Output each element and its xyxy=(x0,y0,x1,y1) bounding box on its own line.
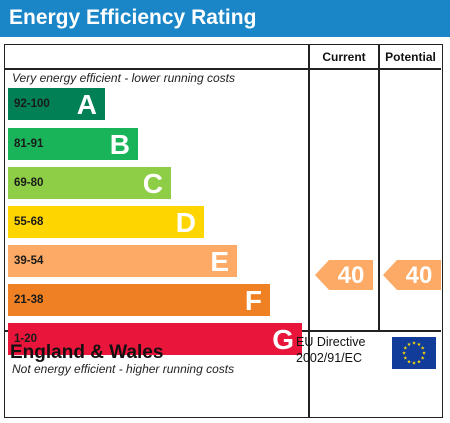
current-column-header: Current xyxy=(322,49,366,64)
badge-arrow-shape xyxy=(383,260,441,290)
potential-rating-badge: 40 xyxy=(383,260,441,290)
band-c: 69-80 C xyxy=(8,167,171,199)
band-f: 21-38 F xyxy=(8,284,270,316)
current-rating-badge: 40 xyxy=(315,260,373,290)
band-range: 21-38 xyxy=(14,294,44,306)
flag-star xyxy=(403,346,408,350)
band-letter: D xyxy=(175,207,196,238)
badge-arrow-shape xyxy=(315,260,373,290)
flag-star xyxy=(407,342,411,346)
directive-label: EU Directive 2002/91/EC xyxy=(296,334,390,366)
band-letter: E xyxy=(210,246,229,277)
potential-rating-value: 40 xyxy=(405,262,433,289)
page-title: Energy Efficiency Rating xyxy=(9,6,257,29)
flag-star xyxy=(417,342,421,346)
band-letter: F xyxy=(244,285,262,316)
band-range: 69-80 xyxy=(14,177,44,189)
potential-column-header: Potential xyxy=(385,49,436,64)
band-letter: B xyxy=(109,129,130,160)
band-b: 81-91 B xyxy=(8,128,138,160)
band-range: 81-91 xyxy=(14,138,44,150)
band-g: 1-20 G xyxy=(8,323,302,355)
bottom-caption: Not energy efficient - higher running co… xyxy=(12,362,235,376)
top-caption: Very energy efficient - lower running co… xyxy=(12,71,235,85)
flag-star xyxy=(402,351,406,355)
flag-star xyxy=(407,359,411,364)
header-divider xyxy=(5,68,441,70)
rating-table: Current Potential Very energy efficient … xyxy=(4,44,443,418)
band-a: 92-100 A xyxy=(8,88,105,120)
flag-star xyxy=(422,351,426,355)
band-d: 55-68 D xyxy=(8,206,204,238)
band-e: 39-54 E xyxy=(8,245,237,277)
flag-star xyxy=(420,346,425,350)
flag-star xyxy=(412,361,416,365)
column-divider xyxy=(308,45,310,417)
flag-star xyxy=(417,359,421,364)
band-range: 39-54 xyxy=(14,255,44,267)
flag-star xyxy=(412,341,416,345)
band-letter: C xyxy=(142,168,163,199)
flag-star xyxy=(403,356,408,360)
column-divider xyxy=(378,45,380,330)
region-label: England & Wales xyxy=(10,342,164,363)
eu-flag-icon xyxy=(392,337,436,369)
band-range: 92-100 xyxy=(14,98,50,110)
directive-line-1: EU Directive xyxy=(296,335,366,349)
band-range: 55-68 xyxy=(14,216,44,228)
header-bar: Energy Efficiency Rating xyxy=(0,0,450,37)
current-rating-value: 40 xyxy=(337,262,365,289)
directive-line-2: 2002/91/EC xyxy=(296,351,363,365)
flag-star xyxy=(420,356,425,360)
band-letter: G xyxy=(272,324,294,355)
band-range: 1-20 xyxy=(14,333,38,345)
band-letter: A xyxy=(76,89,97,120)
